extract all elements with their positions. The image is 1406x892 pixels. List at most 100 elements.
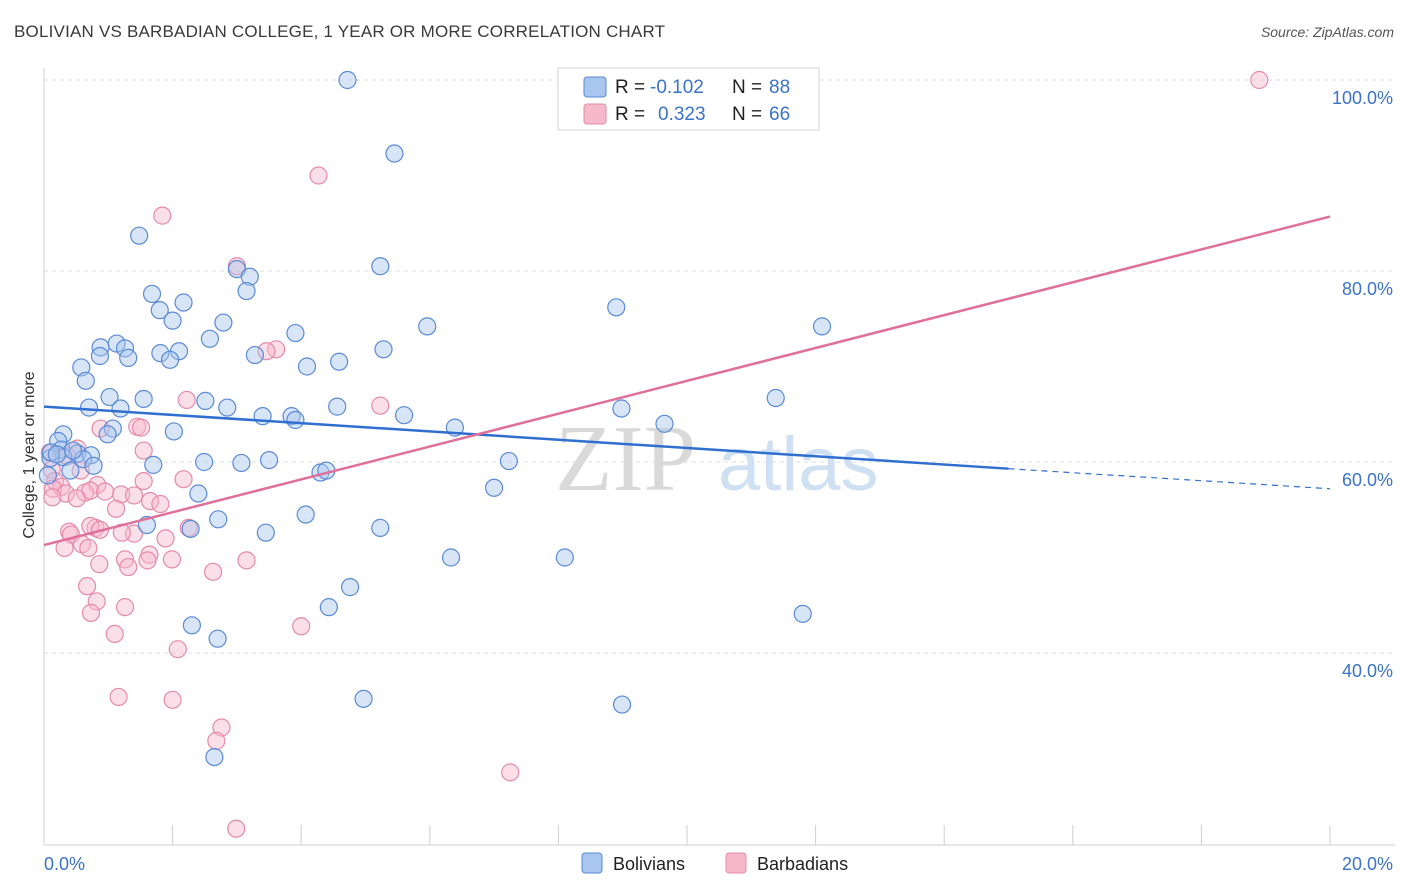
legend-r-value: -0.102 (650, 77, 704, 98)
bolivians-point (371, 518, 390, 537)
barbadians-point (212, 718, 231, 737)
barbadians-point (134, 472, 153, 491)
bolivians-point (354, 689, 373, 708)
bolivians-point (63, 441, 83, 460)
bolivians-point (47, 445, 66, 464)
bolivians-point (793, 604, 812, 623)
bolivians-point (214, 313, 233, 332)
bolivians-point (130, 226, 149, 245)
bolivians-point (240, 267, 259, 286)
bolivians-point (115, 339, 135, 358)
bolivians-point (182, 616, 201, 635)
bolivians-point (205, 747, 224, 767)
legend-n-label: N = (732, 77, 762, 98)
y-tick-label: 60.0% (1342, 470, 1393, 490)
barbadians-point (257, 342, 276, 361)
barbadians-point (115, 598, 135, 617)
bolivians-point (555, 548, 574, 567)
bottom-legend-bolivians: Bolivians (613, 854, 685, 874)
barbadians-point (109, 687, 128, 707)
barbadians-point (163, 690, 182, 709)
barbadians-point (140, 492, 160, 511)
barbadians-point (106, 499, 126, 518)
bolivians-point (163, 311, 182, 330)
bolivians-point (164, 422, 183, 441)
bolivians-point (144, 455, 163, 474)
bolivians-point (418, 317, 437, 336)
bolivians-point (297, 357, 317, 376)
barbadians-point (43, 488, 62, 507)
bolivians-point (385, 144, 404, 163)
bolivians-point (232, 453, 251, 473)
bolivians-point (286, 410, 305, 430)
barbadians-point (151, 494, 170, 514)
bolivians-point (189, 484, 208, 503)
bottom-legend-swatch-bolivians (581, 852, 603, 874)
chart-title: BOLIVIAN VS BARBADIAN COLLEGE, 1 YEAR OR… (14, 22, 666, 41)
barbadians-point (67, 489, 86, 508)
bolivians-point (330, 352, 349, 371)
bolivians-point (340, 578, 360, 597)
bolivians-point (100, 387, 119, 407)
barbadians-trend-line (43, 215, 1331, 547)
barbadians-point (112, 485, 131, 504)
y-axis-label: College, 1 year or more (21, 371, 38, 538)
bolivians-point (181, 519, 200, 538)
bolivians-point (499, 451, 518, 471)
x-tick-labels: 0.0% 20.0% (44, 854, 1393, 874)
bolivians-trend-extension (1008, 468, 1331, 490)
bolivians-point (338, 70, 357, 90)
legend-n-value: 88 (769, 77, 790, 98)
source-label: Source: ZipAtlas.com (1260, 24, 1394, 40)
bolivians-point (371, 257, 390, 276)
bolivians-point (394, 406, 414, 425)
barbadians-point (95, 482, 115, 501)
watermark-zip: ZIP (555, 407, 696, 511)
bolivians-point (90, 346, 110, 366)
bolivians-point (296, 505, 315, 524)
barbadians-point (56, 484, 75, 503)
legend-n-label: N = (732, 104, 762, 125)
legend-n-value: 66 (769, 104, 790, 125)
bolivians-point (151, 344, 170, 363)
barbadians-point (162, 550, 182, 569)
bottom-legend: Bolivians Barbadians (581, 852, 848, 874)
bolivians-point (485, 478, 504, 497)
barbadians-point (309, 166, 328, 185)
barbadians-point (204, 562, 223, 581)
bolivians-point (38, 466, 57, 485)
barbadians-point (134, 441, 153, 460)
bolivians-point (259, 450, 279, 470)
bolivians-point (607, 298, 626, 317)
trend-lines (43, 215, 1331, 547)
bolivians-point (150, 301, 169, 320)
barbadians-point (138, 551, 157, 570)
bolivians-point (766, 388, 785, 408)
y-tick-label: 40.0% (1342, 661, 1393, 681)
bolivians-point (72, 358, 91, 377)
barbadians-point (292, 617, 311, 636)
barbadians-point (207, 731, 226, 750)
bolivians-point (328, 397, 347, 416)
legend-swatch-bolivians (583, 76, 607, 98)
barbadians-point (119, 557, 138, 577)
barbadians-point (168, 640, 187, 659)
bolivians-point (76, 371, 95, 390)
bolivians-point (237, 281, 256, 301)
bolivians-point (174, 293, 193, 312)
bolivians-point (142, 284, 162, 304)
barbadians-point (90, 555, 109, 574)
legend-r-label: R = (615, 104, 645, 125)
legend: R = -0.102 N = 88 R = 0.323 N = 66 (557, 67, 820, 131)
bolivians-point (134, 389, 153, 409)
bolivians-point (195, 452, 214, 472)
bolivians-point (812, 317, 832, 336)
legend-r-value: 0.323 (658, 104, 706, 125)
bolivians-point (160, 350, 180, 369)
bolivians-point (612, 695, 632, 714)
barbadians-point (77, 577, 97, 596)
bolivians-point (119, 348, 138, 368)
barbadians-point (237, 551, 256, 570)
barbadians-points (40, 70, 1269, 838)
